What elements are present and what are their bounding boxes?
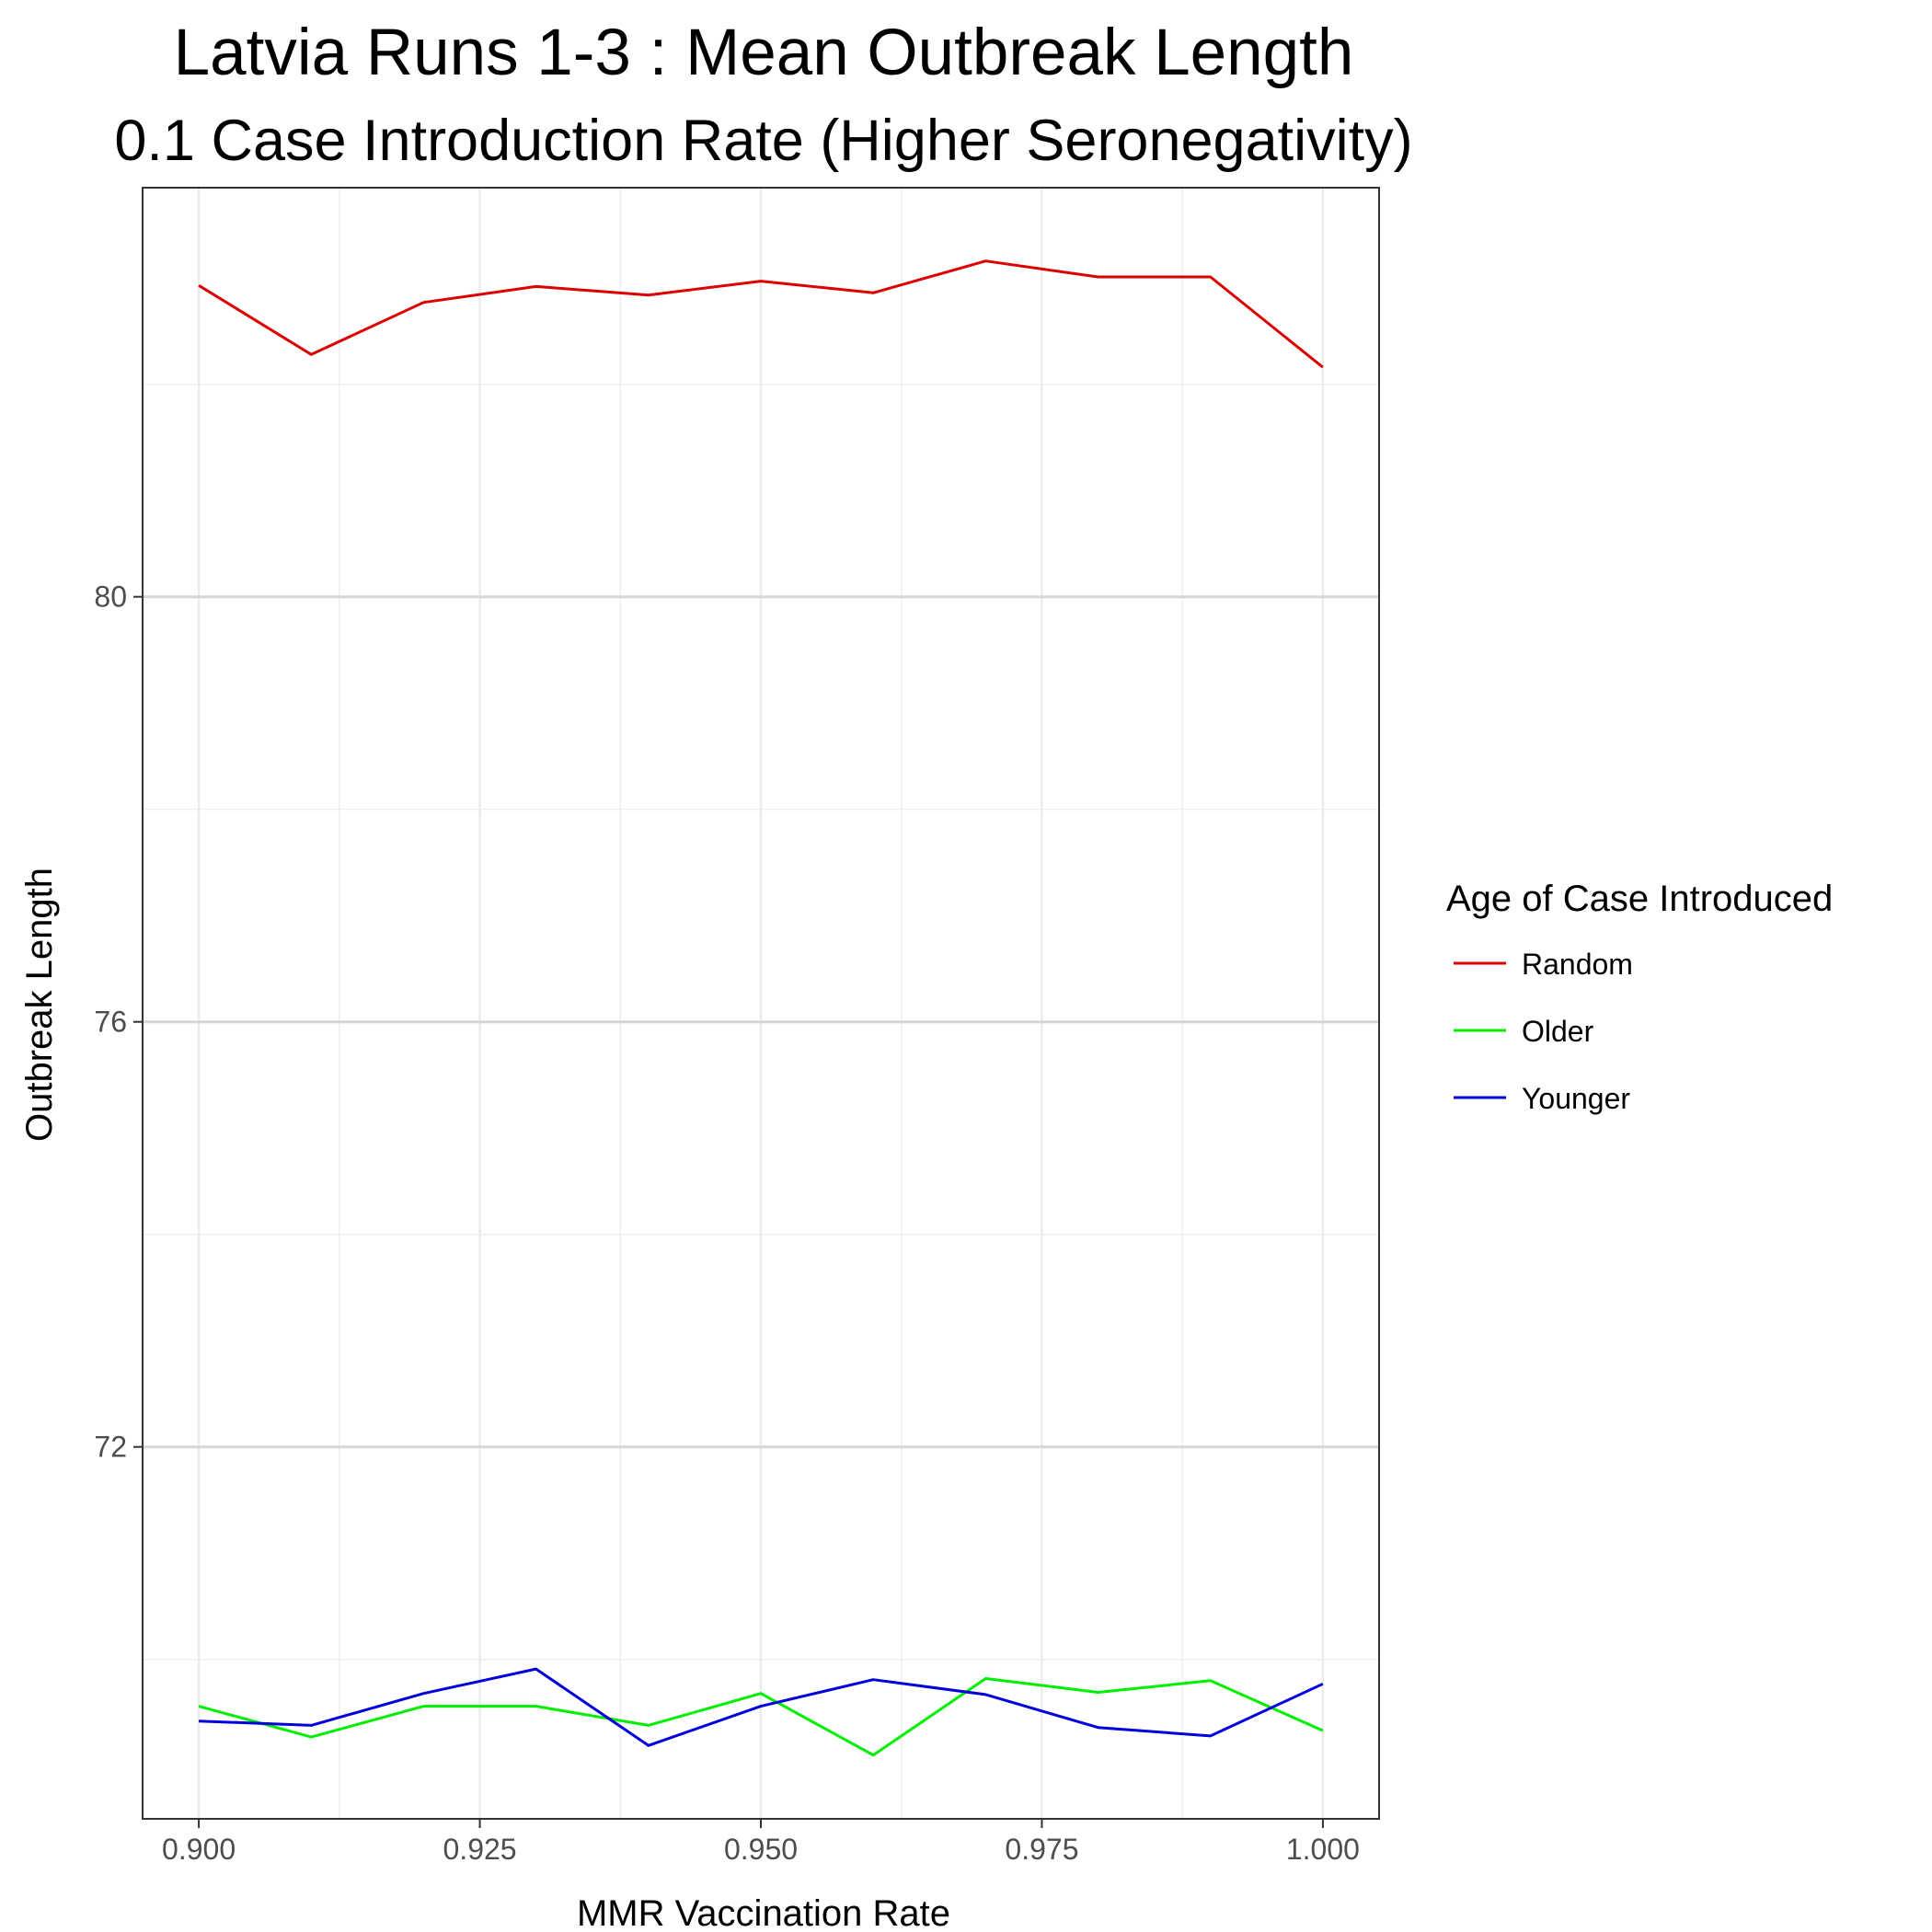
series-line-younger — [199, 1667, 1324, 1747]
x-axis: 0.900 0.925 0.950 0.975 1.000 — [162, 1819, 1360, 1866]
x-tick-label: 0.925 — [443, 1833, 517, 1866]
x-axis-title: MMR Vaccination Rate — [577, 1893, 950, 1932]
series-line-random — [198, 259, 1324, 369]
legend-label-younger: Younger — [1522, 1082, 1630, 1115]
series-lines — [198, 259, 1324, 1757]
y-tick-label: 80 — [94, 581, 127, 614]
chart-subtitle: 0.1 Case Introduction Rate (Higher Seron… — [114, 109, 1412, 173]
x-tick-label: 0.900 — [162, 1833, 236, 1866]
legend-items: Random Older Younger — [1454, 948, 1633, 1115]
y-tick-label: 72 — [94, 1431, 127, 1464]
y-axis: 72 76 80 — [94, 581, 143, 1464]
legend-title: Age of Case Introduced — [1446, 879, 1833, 919]
legend-label-random: Random — [1522, 948, 1633, 981]
x-tick-label: 0.950 — [724, 1833, 798, 1866]
series-line-older — [198, 1677, 1324, 1757]
legend: Age of Case Introduced Random Older Younge… — [1446, 879, 1833, 1115]
legend-label-older: Older — [1522, 1015, 1594, 1048]
grid-lines — [143, 188, 1379, 1819]
x-tick-label: 0.975 — [1005, 1833, 1078, 1866]
chart-title: Latvia Runs 1-3 : Mean Outbreak Length — [174, 17, 1354, 89]
y-tick-label: 76 — [94, 1006, 127, 1039]
x-tick-label: 1.000 — [1286, 1833, 1360, 1866]
y-axis-title: Outbreak Length — [19, 868, 60, 1142]
